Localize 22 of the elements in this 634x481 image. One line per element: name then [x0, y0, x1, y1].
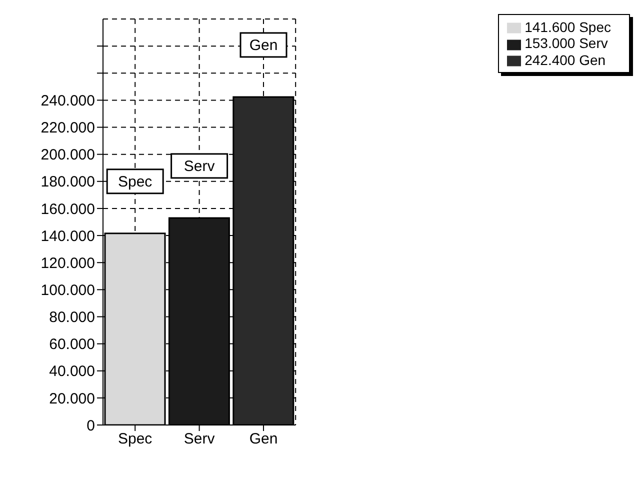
y-tick-label: 120.000: [40, 254, 95, 272]
y-tick-label: 100.000: [40, 282, 95, 299]
y-tick-label: 0: [86, 417, 95, 434]
legend-label: 153.000 Serv: [524, 35, 608, 52]
x-tick-label: Spec: [118, 430, 153, 448]
y-tick-label: 40.000: [49, 363, 95, 380]
y-tick-label: 220.000: [40, 120, 95, 137]
y-tick-label: 60.000: [49, 336, 95, 354]
y-tick-label: 80.000: [49, 309, 95, 326]
x-tick-label: Gen: [249, 430, 278, 448]
y-tick-label: 20.000: [49, 390, 95, 408]
annotation: Gen: [249, 36, 278, 54]
y-tick-label: 180.000: [40, 174, 95, 191]
y-tick-label: 160.000: [40, 200, 95, 218]
annotation: Spec: [118, 173, 153, 190]
x-tick-label: Serv: [184, 430, 216, 448]
legend-label: 242.400 Gen: [524, 52, 606, 68]
y-tick-label: 240.000: [40, 92, 95, 110]
y-tick-label: 140.000: [40, 228, 95, 245]
y-tick-label: 200.000: [40, 146, 95, 164]
legend-label: 141.600 Spec: [524, 19, 611, 35]
annotation: Serv: [184, 158, 216, 175]
